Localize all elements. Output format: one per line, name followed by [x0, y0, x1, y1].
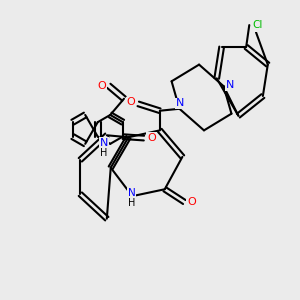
Text: N: N [176, 98, 184, 109]
Text: O: O [187, 197, 196, 207]
Text: O: O [147, 133, 156, 143]
Text: N: N [128, 188, 135, 198]
Text: H: H [128, 199, 135, 208]
Text: H: H [100, 148, 107, 158]
Text: O: O [127, 98, 135, 107]
Text: Cl: Cl [252, 20, 263, 30]
Text: N: N [100, 138, 108, 148]
Text: N: N [226, 80, 234, 90]
Text: Cl: Cl [251, 21, 262, 31]
Text: O: O [98, 81, 106, 91]
